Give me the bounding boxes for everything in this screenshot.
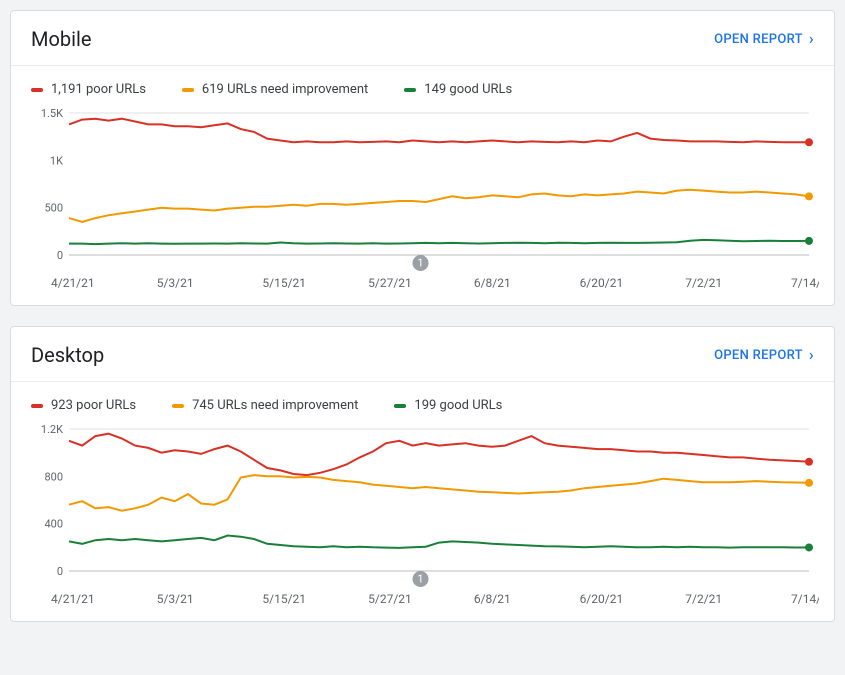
legend-swatch-good — [404, 88, 416, 92]
x-axis-tick-label: 7/2/21 — [685, 276, 722, 290]
y-axis-tick-label: 500 — [44, 202, 63, 215]
x-axis-tick-label: 6/20/21 — [580, 276, 624, 290]
card-header: Desktop OPEN REPORT › — [11, 327, 834, 382]
open-report-link[interactable]: OPEN REPORT › — [714, 347, 814, 363]
series-end-dot-poor — [805, 138, 813, 146]
chart-mobile: 0 500 1K 1.5K 1 4/21/21 5/3/21 5/15/21 5/27/21 6/… — [11, 105, 834, 295]
series-needs — [69, 190, 809, 222]
x-axis-tick-label: 5/3/21 — [157, 592, 194, 606]
legend-label-poor: 923 poor URLs — [51, 398, 136, 413]
x-axis-tick-label: 4/21/21 — [51, 592, 95, 606]
chevron-right-icon: › — [809, 347, 814, 363]
open-report-link[interactable]: OPEN REPORT › — [714, 31, 814, 47]
open-report-label: OPEN REPORT — [714, 32, 803, 47]
card-header: Mobile OPEN REPORT › — [11, 11, 834, 66]
y-axis-tick-label: 0 — [57, 249, 63, 262]
x-axis-tick-label: 7/14/21 — [791, 276, 819, 290]
x-axis-tick-label: 7/14/21 — [791, 592, 819, 606]
series-end-dot-good — [805, 237, 813, 245]
annotation-marker[interactable]: 1 — [413, 255, 429, 271]
chart-legend: 923 poor URLs 745 URLs need improvement 19… — [11, 382, 834, 421]
x-axis-tick-label: 5/15/21 — [262, 592, 306, 606]
y-axis-tick-label: 800 — [44, 470, 63, 483]
legend-item-good: 149 good URLs — [404, 82, 512, 97]
svg-text:1: 1 — [417, 573, 423, 586]
legend-swatch-needs — [172, 404, 184, 408]
chart-legend: 1,191 poor URLs 619 URLs need improvement… — [11, 66, 834, 105]
series-good — [69, 240, 809, 244]
x-axis-tick-label: 6/8/21 — [474, 592, 511, 606]
y-axis-tick-label: 1.5K — [41, 107, 63, 120]
legend-label-needs: 745 URLs need improvement — [192, 398, 358, 413]
y-axis-tick-label: 1.2K — [41, 423, 63, 436]
legend-swatch-poor — [31, 404, 43, 408]
legend-swatch-poor — [31, 88, 43, 92]
y-axis-tick-label: 1K — [50, 154, 63, 167]
y-axis-tick-label: 400 — [44, 518, 63, 531]
legend-label-poor: 1,191 poor URLs — [51, 82, 146, 97]
x-axis-tick-label: 7/2/21 — [685, 592, 722, 606]
x-axis-tick-label: 5/3/21 — [157, 276, 194, 290]
series-good — [69, 536, 809, 548]
series-end-dot-poor — [805, 458, 813, 466]
legend-item-needs: 619 URLs need improvement — [182, 82, 368, 97]
legend-label-needs: 619 URLs need improvement — [202, 82, 368, 97]
series-poor — [69, 119, 809, 143]
x-axis-tick-label: 4/21/21 — [51, 276, 95, 290]
legend-item-poor: 923 poor URLs — [31, 398, 136, 413]
chevron-right-icon: › — [809, 31, 814, 47]
legend-label-good: 199 good URLs — [414, 398, 502, 413]
series-end-dot-needs — [805, 479, 813, 487]
open-report-label: OPEN REPORT — [714, 348, 803, 363]
legend-swatch-needs — [182, 88, 194, 92]
chart-desktop: 0 400 800 1.2K 1 4/21/21 5/3/21 5/15/21 5/27/21 6… — [11, 421, 834, 611]
legend-label-good: 149 good URLs — [424, 82, 512, 97]
series-poor — [69, 434, 809, 475]
x-axis-tick-label: 5/27/21 — [368, 276, 412, 290]
card-title: Mobile — [31, 27, 91, 51]
series-end-dot-good — [805, 543, 813, 551]
y-axis-tick-label: 0 — [57, 565, 63, 578]
card-title: Desktop — [31, 343, 104, 367]
series-needs — [69, 475, 809, 511]
card-mobile: Mobile OPEN REPORT › 1,191 poor URLs 619 URL… — [10, 10, 835, 306]
series-end-dot-needs — [805, 192, 813, 200]
svg-text:1: 1 — [417, 257, 423, 270]
x-axis-tick-label: 6/8/21 — [474, 276, 511, 290]
annotation-marker[interactable]: 1 — [413, 571, 429, 587]
legend-item-needs: 745 URLs need improvement — [172, 398, 358, 413]
legend-item-poor: 1,191 poor URLs — [31, 82, 146, 97]
x-axis-tick-label: 5/15/21 — [262, 276, 306, 290]
legend-item-good: 199 good URLs — [394, 398, 502, 413]
x-axis-tick-label: 6/20/21 — [580, 592, 624, 606]
card-desktop: Desktop OPEN REPORT › 923 poor URLs 745 URLs… — [10, 326, 835, 622]
legend-swatch-good — [394, 404, 406, 408]
x-axis-tick-label: 5/27/21 — [368, 592, 412, 606]
